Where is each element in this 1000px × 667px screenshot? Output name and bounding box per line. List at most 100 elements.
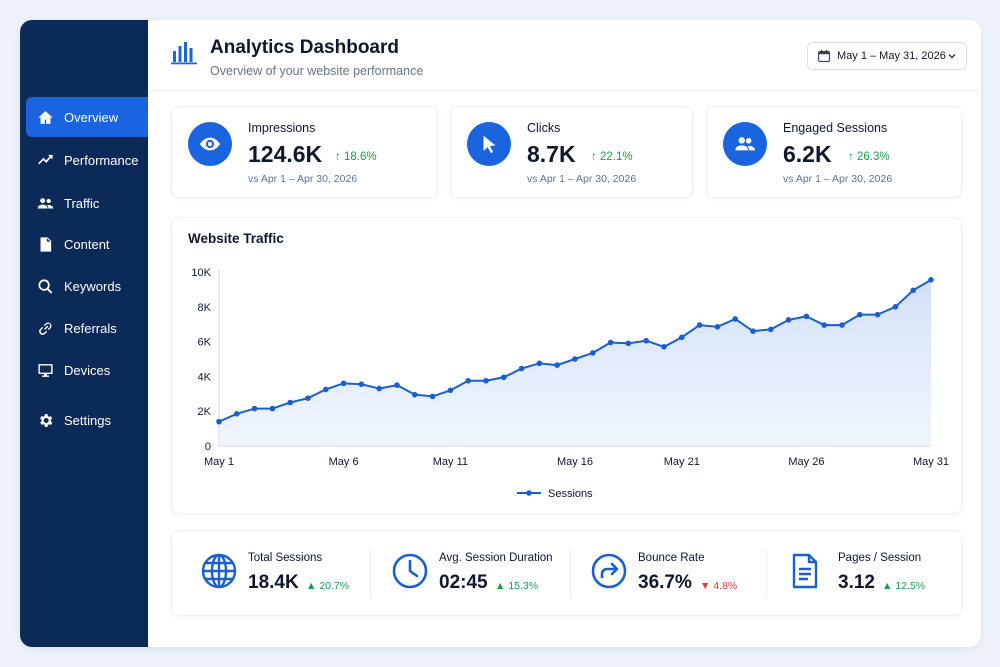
sessions-data-point: [465, 377, 472, 384]
sessions-data-point: [447, 387, 454, 394]
metric-label: Total Sessions: [248, 552, 323, 564]
y-tick-label: 10K: [191, 267, 211, 279]
trend-icon: [36, 151, 54, 169]
x-tick-label: May 16: [557, 456, 593, 468]
arrow-up-icon: ↑: [335, 151, 344, 163]
kpi-card-clicks: Clicks 8.7K ↑ 22.1% vs Apr 1 – Apr 30, 2…: [450, 106, 693, 198]
sidebar-item-label: Keywords: [64, 278, 122, 294]
sessions-data-point: [785, 317, 792, 323]
kpi-label: Impressions: [248, 121, 316, 135]
metric-pages-per-session: Pages / Session 3.12 ▲ 12.5%: [786, 531, 956, 617]
sessions-data-point: [732, 316, 738, 322]
home-icon: [36, 108, 54, 126]
kpi-compare: vs Apr 1 – Apr 30, 2026: [527, 173, 637, 185]
kpi-compare: vs Apr 1 – Apr 30, 2026: [248, 173, 358, 185]
sessions-data-point: [643, 337, 649, 344]
sessions-data-point: [679, 334, 685, 341]
sessions-data-point: [928, 277, 934, 283]
sessions-data-point: [696, 322, 703, 328]
metric-value: 36.7%: [638, 572, 692, 593]
sessions-data-point: [501, 374, 507, 381]
sidebar-item-devices[interactable]: Devices: [26, 350, 148, 390]
sessions-data-point: [821, 322, 827, 328]
sessions-data-point: [251, 405, 258, 412]
document-icon: [36, 235, 54, 253]
sidebar-item-settings[interactable]: Settings: [26, 400, 148, 440]
globe-icon: [201, 553, 237, 589]
kpi-card-impressions: Impressions 124.6K ↑ 18.6% vs Apr 1 – Ap…: [171, 106, 438, 198]
sidebar-item-label: Settings: [64, 412, 111, 428]
y-tick-label: 6K: [198, 337, 212, 349]
sidebar-item-label: Referrals: [64, 320, 117, 336]
sessions-data-point: [910, 287, 916, 294]
sessions-data-point: [518, 365, 525, 372]
sidebar-item-referrals[interactable]: Referrals: [26, 308, 148, 348]
sessions-data-point: [216, 418, 222, 425]
sessions-data-point: [857, 311, 863, 318]
kpi-label: Clicks: [527, 121, 561, 135]
sidebar: Overview Performance Traffic Content Key…: [20, 20, 148, 647]
sidebar-item-keywords[interactable]: Keywords: [26, 266, 148, 306]
metric-delta: ▲ 15.3%: [495, 580, 539, 592]
metric-label: Avg. Session Duration: [439, 552, 553, 564]
x-tick-label: May 26: [788, 456, 824, 468]
metric-delta: ▼ 4.8%: [700, 580, 738, 592]
bar-chart-logo-icon: [171, 42, 197, 65]
sessions-data-point: [269, 405, 276, 412]
arrow-up-icon: ↑: [591, 151, 600, 163]
kpi-delta: ↑ 26.3%: [848, 151, 890, 163]
sessions-data-point: [874, 311, 881, 318]
arrow-up-icon: ▲: [495, 580, 509, 592]
metric-delta: ▲ 20.7%: [306, 580, 350, 592]
sidebar-item-content[interactable]: Content: [26, 224, 148, 264]
sidebar-item-traffic[interactable]: Traffic: [26, 183, 148, 223]
sessions-data-point: [625, 340, 632, 347]
metric-value: 18.4K: [248, 572, 299, 593]
metric-total-sessions: Total Sessions 18.4K ▲ 20.7%: [200, 531, 370, 617]
gear-icon: [36, 411, 54, 429]
metric-delta: ▲ 12.5%: [882, 580, 926, 592]
sidebar-item-overview[interactable]: Overview: [26, 97, 148, 137]
sidebar-item-label: Content: [64, 236, 110, 252]
summary-metrics-card: Total Sessions 18.4K ▲ 20.7% Avg. Sessio…: [171, 530, 962, 616]
sessions-area: [219, 279, 931, 446]
y-tick-label: 4K: [198, 371, 212, 383]
date-range-picker[interactable]: May 1 – May 31, 2026: [807, 42, 967, 70]
arrow-up-icon: ↑: [848, 151, 857, 163]
metric-bounce-rate: Bounce Rate 36.7% ▼ 4.8%: [590, 531, 760, 617]
date-range-value: May 1 – May 31, 2026: [837, 50, 946, 62]
dashboard-window: Overview Performance Traffic Content Key…: [20, 20, 981, 647]
metric-label: Bounce Rate: [638, 552, 705, 564]
x-tick-label: May 6: [329, 456, 359, 468]
y-tick-label: 0: [205, 441, 211, 453]
sessions-data-point: [234, 411, 240, 417]
metric-divider: [370, 549, 371, 599]
traffic-chart-svg: 0 2K 4K 6K 8K 10K May 1 May 6 May 11 May 16 May 21…: [191, 267, 949, 500]
kpi-value: 6.2K: [783, 141, 832, 167]
legend-marker: [526, 490, 532, 496]
metric-value: 3.12: [838, 572, 875, 593]
sessions-data-point: [661, 344, 667, 350]
sessions-data-point: [607, 339, 614, 346]
sessions-data-point: [536, 360, 543, 367]
sessions-data-point: [572, 356, 578, 362]
kpi-value: 8.7K: [527, 141, 576, 167]
x-tick-label: May 31: [913, 456, 949, 468]
sessions-data-point: [412, 391, 418, 398]
sessions-data-point: [340, 380, 347, 387]
header-divider: [148, 90, 981, 91]
page-subtitle: Overview of your website performance: [210, 64, 424, 78]
sessions-data-point: [376, 385, 382, 392]
metric-avg-session-duration: Avg. Session Duration 02:45 ▲ 15.3%: [391, 531, 571, 617]
sidebar-item-performance[interactable]: Performance: [26, 140, 148, 180]
arrow-up-icon: ▲: [306, 580, 320, 592]
legend-label: Sessions: [548, 488, 593, 500]
kpi-value: 124.6K: [248, 141, 323, 167]
sessions-data-point: [803, 313, 810, 320]
kpi-compare: vs Apr 1 – Apr 30, 2026: [783, 173, 893, 185]
x-tick-label: May 11: [433, 456, 468, 468]
sessions-data-point: [323, 386, 329, 393]
y-tick-label: 2K: [198, 406, 212, 418]
clock-icon: [392, 553, 428, 589]
sessions-data-point: [892, 304, 899, 310]
